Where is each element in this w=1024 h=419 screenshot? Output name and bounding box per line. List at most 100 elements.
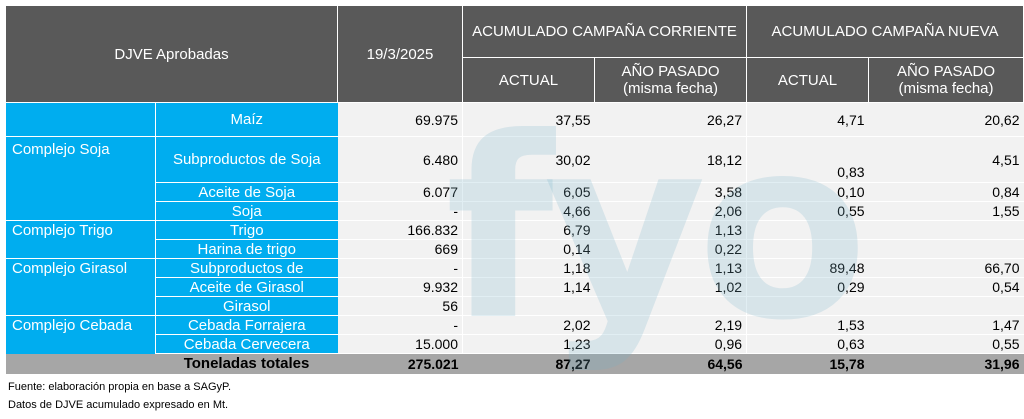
total-cur-actual: 87,27 — [462, 353, 595, 374]
header-prev-line2: (misma fecha) — [622, 80, 719, 97]
new-actual-cell: 4,71 — [746, 102, 869, 137]
new-prev-cell: 1,55 — [868, 201, 1024, 221]
product-cell: Maíz — [155, 102, 338, 137]
cur-actual-cell: 0,14 — [462, 239, 595, 259]
total-empty — [5, 353, 156, 374]
total-djve: 275.021 — [337, 353, 463, 374]
header-date: 19/3/2025 — [337, 5, 463, 103]
cur-prev-cell: 2,06 — [594, 201, 747, 221]
table-row: Maíz 69.975 37,55 26,27 4,71 20,62 — [5, 102, 1024, 137]
product-cell: Aceite de Girasol — [155, 277, 338, 297]
group-trigo: Complejo Trigo — [5, 220, 156, 259]
total-new-actual: 15,78 — [746, 353, 869, 374]
djve-cell: 6.480 — [337, 136, 463, 183]
djve-cell: 669 — [337, 239, 463, 259]
djve-cell: - — [337, 258, 463, 278]
djve-cell: - — [337, 315, 463, 335]
djve-cell: 56 — [337, 296, 463, 316]
product-cell: Aceite de Soja — [155, 182, 338, 202]
header-prev-line1: AÑO PASADO — [621, 63, 720, 80]
cur-actual-cell — [462, 296, 595, 316]
djve-cell: - — [337, 201, 463, 221]
cur-prev-cell: 0,96 — [594, 334, 747, 354]
header-new-prev: AÑO PASADO (misma fecha) — [868, 57, 1024, 103]
product-cell: Girasol — [155, 296, 338, 316]
table-row: Complejo Soja Subproductos de Soja 6.480… — [5, 136, 1024, 221]
cur-prev-cell: 0,22 — [594, 239, 747, 259]
header-new-campaign: ACUMULADO CAMPAÑA NUEVA — [746, 5, 1024, 58]
header-row-2: ACTUAL AÑO PASADO (misma fecha) ACTUAL AÑ… — [6, 57, 1024, 103]
product-cell: Cebada Forrajera — [155, 315, 338, 335]
table-row: Soja - 4,66 2,06 0,55 1,55 — [6, 201, 1024, 221]
product-cell: Harina de trigo — [155, 239, 338, 259]
group-empty — [5, 102, 156, 137]
product-cell: Subproductos de — [155, 258, 338, 278]
table-row: Aceite de Soja 6.077 6,05 3,58 0,10 0,84 — [6, 182, 1024, 202]
djve-table-container: fyo DJVE Aprobadas 19/3/2025 ACUMULADO C… — [5, 5, 1024, 374]
header-row-1: DJVE Aprobadas 19/3/2025 ACUMULADO CAMPA… — [5, 5, 1024, 103]
product-cell: Trigo — [155, 220, 338, 240]
new-actual-cell: 89,48 — [746, 258, 869, 278]
cur-actual-cell: 1,18 — [462, 258, 595, 278]
djve-cell: 166.832 — [337, 220, 463, 240]
new-prev-cell — [868, 220, 1024, 240]
group-girasol: Complejo Girasol — [5, 258, 156, 316]
footer-source: Fuente: elaboración propia en base a SAG… — [8, 381, 232, 393]
cur-actual-cell: 37,55 — [462, 102, 595, 137]
product-cell: Soja — [155, 201, 338, 221]
table-row: Cebada Cervecera 15.000 1,23 0,96 0,63 0… — [6, 334, 1024, 354]
new-prev-cell: 0,54 — [868, 277, 1024, 297]
cur-actual-cell: 6,05 — [462, 182, 595, 202]
cur-prev-cell: 2,19 — [594, 315, 747, 335]
table-row: Harina de trigo 669 0,14 0,22 — [6, 239, 1024, 259]
cur-prev-cell: 18,12 — [594, 136, 747, 183]
new-actual-cell — [746, 220, 869, 240]
new-actual-cell — [746, 239, 869, 259]
product-cell: Cebada Cervecera — [155, 334, 338, 354]
header-current-actual: ACTUAL — [462, 57, 595, 103]
djve-cell: 69.975 — [337, 102, 463, 137]
cur-actual-cell: 30,02 — [462, 136, 595, 183]
new-prev-cell: 4,51 — [868, 136, 1024, 183]
new-actual-cell — [746, 296, 869, 316]
product-cell: Subproductos de Soja — [155, 136, 338, 183]
header-prev-line1: AÑO PASADO — [896, 63, 996, 80]
new-actual-cell: 0,29 — [746, 277, 869, 297]
cur-prev-cell: 26,27 — [594, 102, 747, 137]
cur-prev-cell: 1,02 — [594, 277, 747, 297]
group-soja: Complejo Soja — [5, 136, 156, 221]
new-prev-cell: 0,84 — [868, 182, 1024, 202]
cur-actual-cell: 6,79 — [462, 220, 595, 240]
cur-prev-cell — [594, 296, 747, 316]
header-current-prev: AÑO PASADO (misma fecha) — [593, 57, 748, 103]
new-actual-cell: 1,53 — [746, 315, 869, 335]
total-new-prev: 31,96 — [868, 353, 1024, 374]
cur-actual-cell: 2,02 — [462, 315, 595, 335]
new-actual-cell: 0,83 — [746, 136, 869, 183]
djve-cell: 6.077 — [337, 182, 463, 202]
djve-cell: 9.932 — [337, 277, 463, 297]
cur-prev-cell: 3,58 — [594, 182, 747, 202]
table-row: Complejo Trigo Trigo 166.832 6,79 1,13 — [5, 220, 1024, 259]
cur-actual-cell: 1,14 — [462, 277, 595, 297]
djve-cell: 15.000 — [337, 334, 463, 354]
table-row: Aceite de Girasol 9.932 1,14 1,02 0,29 0… — [6, 277, 1024, 297]
header-new-actual: ACTUAL — [746, 57, 870, 103]
table-row: Complejo Cebada Cebada Forrajera - 2,02 … — [5, 315, 1024, 354]
cur-prev-cell: 1,13 — [594, 220, 747, 240]
new-prev-cell: 1,47 — [868, 315, 1024, 335]
footer-note: Datos de DJVE acumulado expresado en Mt. — [8, 399, 229, 411]
new-prev-cell — [868, 239, 1024, 259]
new-actual-cell: 0,10 — [746, 182, 869, 202]
table-row: Girasol 56 — [6, 296, 1024, 316]
header-prev-line2: (misma fecha) — [898, 80, 994, 97]
new-actual-cell: 0,63 — [746, 334, 869, 354]
header-product: DJVE Aprobadas — [5, 5, 338, 103]
new-prev-cell: 0,55 — [868, 334, 1024, 354]
djve-table: DJVE Aprobadas 19/3/2025 ACUMULADO CAMPA… — [5, 5, 1024, 374]
cur-actual-cell: 1,23 — [462, 334, 595, 354]
total-label: Toneladas totales — [155, 353, 338, 374]
table-row: Complejo Girasol Subproductos de - 1,18 … — [5, 258, 1024, 316]
group-cebada: Complejo Cebada — [5, 315, 156, 354]
cur-actual-cell: 4,66 — [462, 201, 595, 221]
